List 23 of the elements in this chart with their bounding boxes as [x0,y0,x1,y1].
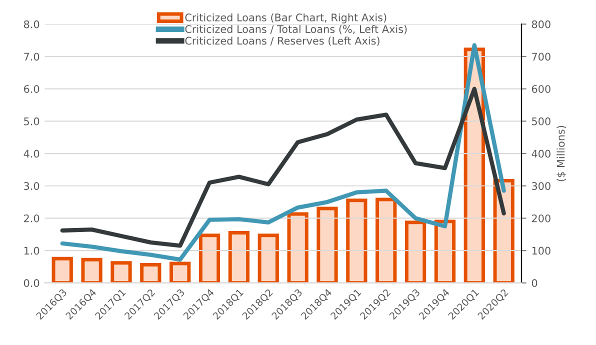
y2-tick-label: 700 [532,52,550,61]
legend-label: Criticized Loans / Reserves (Left Axis) [185,36,380,46]
y-tick-label: 1.0 [24,246,40,255]
y2-tick-label: 0 [532,279,538,288]
y-tick-label: 8.0 [24,20,40,28]
y-tick-label: 0.0 [24,279,40,288]
y2-tick-label: 600 [532,85,550,93]
line-series [60,86,506,248]
y2-tick-label: 300 [532,182,550,190]
y-tick-label: 5.0 [24,117,40,126]
y2-tick-label: 100 [532,246,550,255]
y-tick-label: 6.0 [24,85,40,93]
y2-axis-title: ($ Millions) [556,126,566,182]
y-tick-label: 3.0 [24,182,40,190]
y-tick-label: 7.0 [24,52,40,61]
legend-label: Criticized Loans (Bar Chart, Right Axis) [185,13,386,24]
y2-tick-label: 500 [532,117,550,126]
legend-label: Criticized Loans / Total Loans (%, Left Axis) [185,24,407,34]
y2-tick-label: 800 [532,20,550,28]
y2-tick-label: 200 [532,214,550,222]
y-tick-label: 2.0 [24,214,40,222]
y2-tick-label: 400 [532,150,550,158]
y-tick-label: 4.0 [24,150,40,158]
